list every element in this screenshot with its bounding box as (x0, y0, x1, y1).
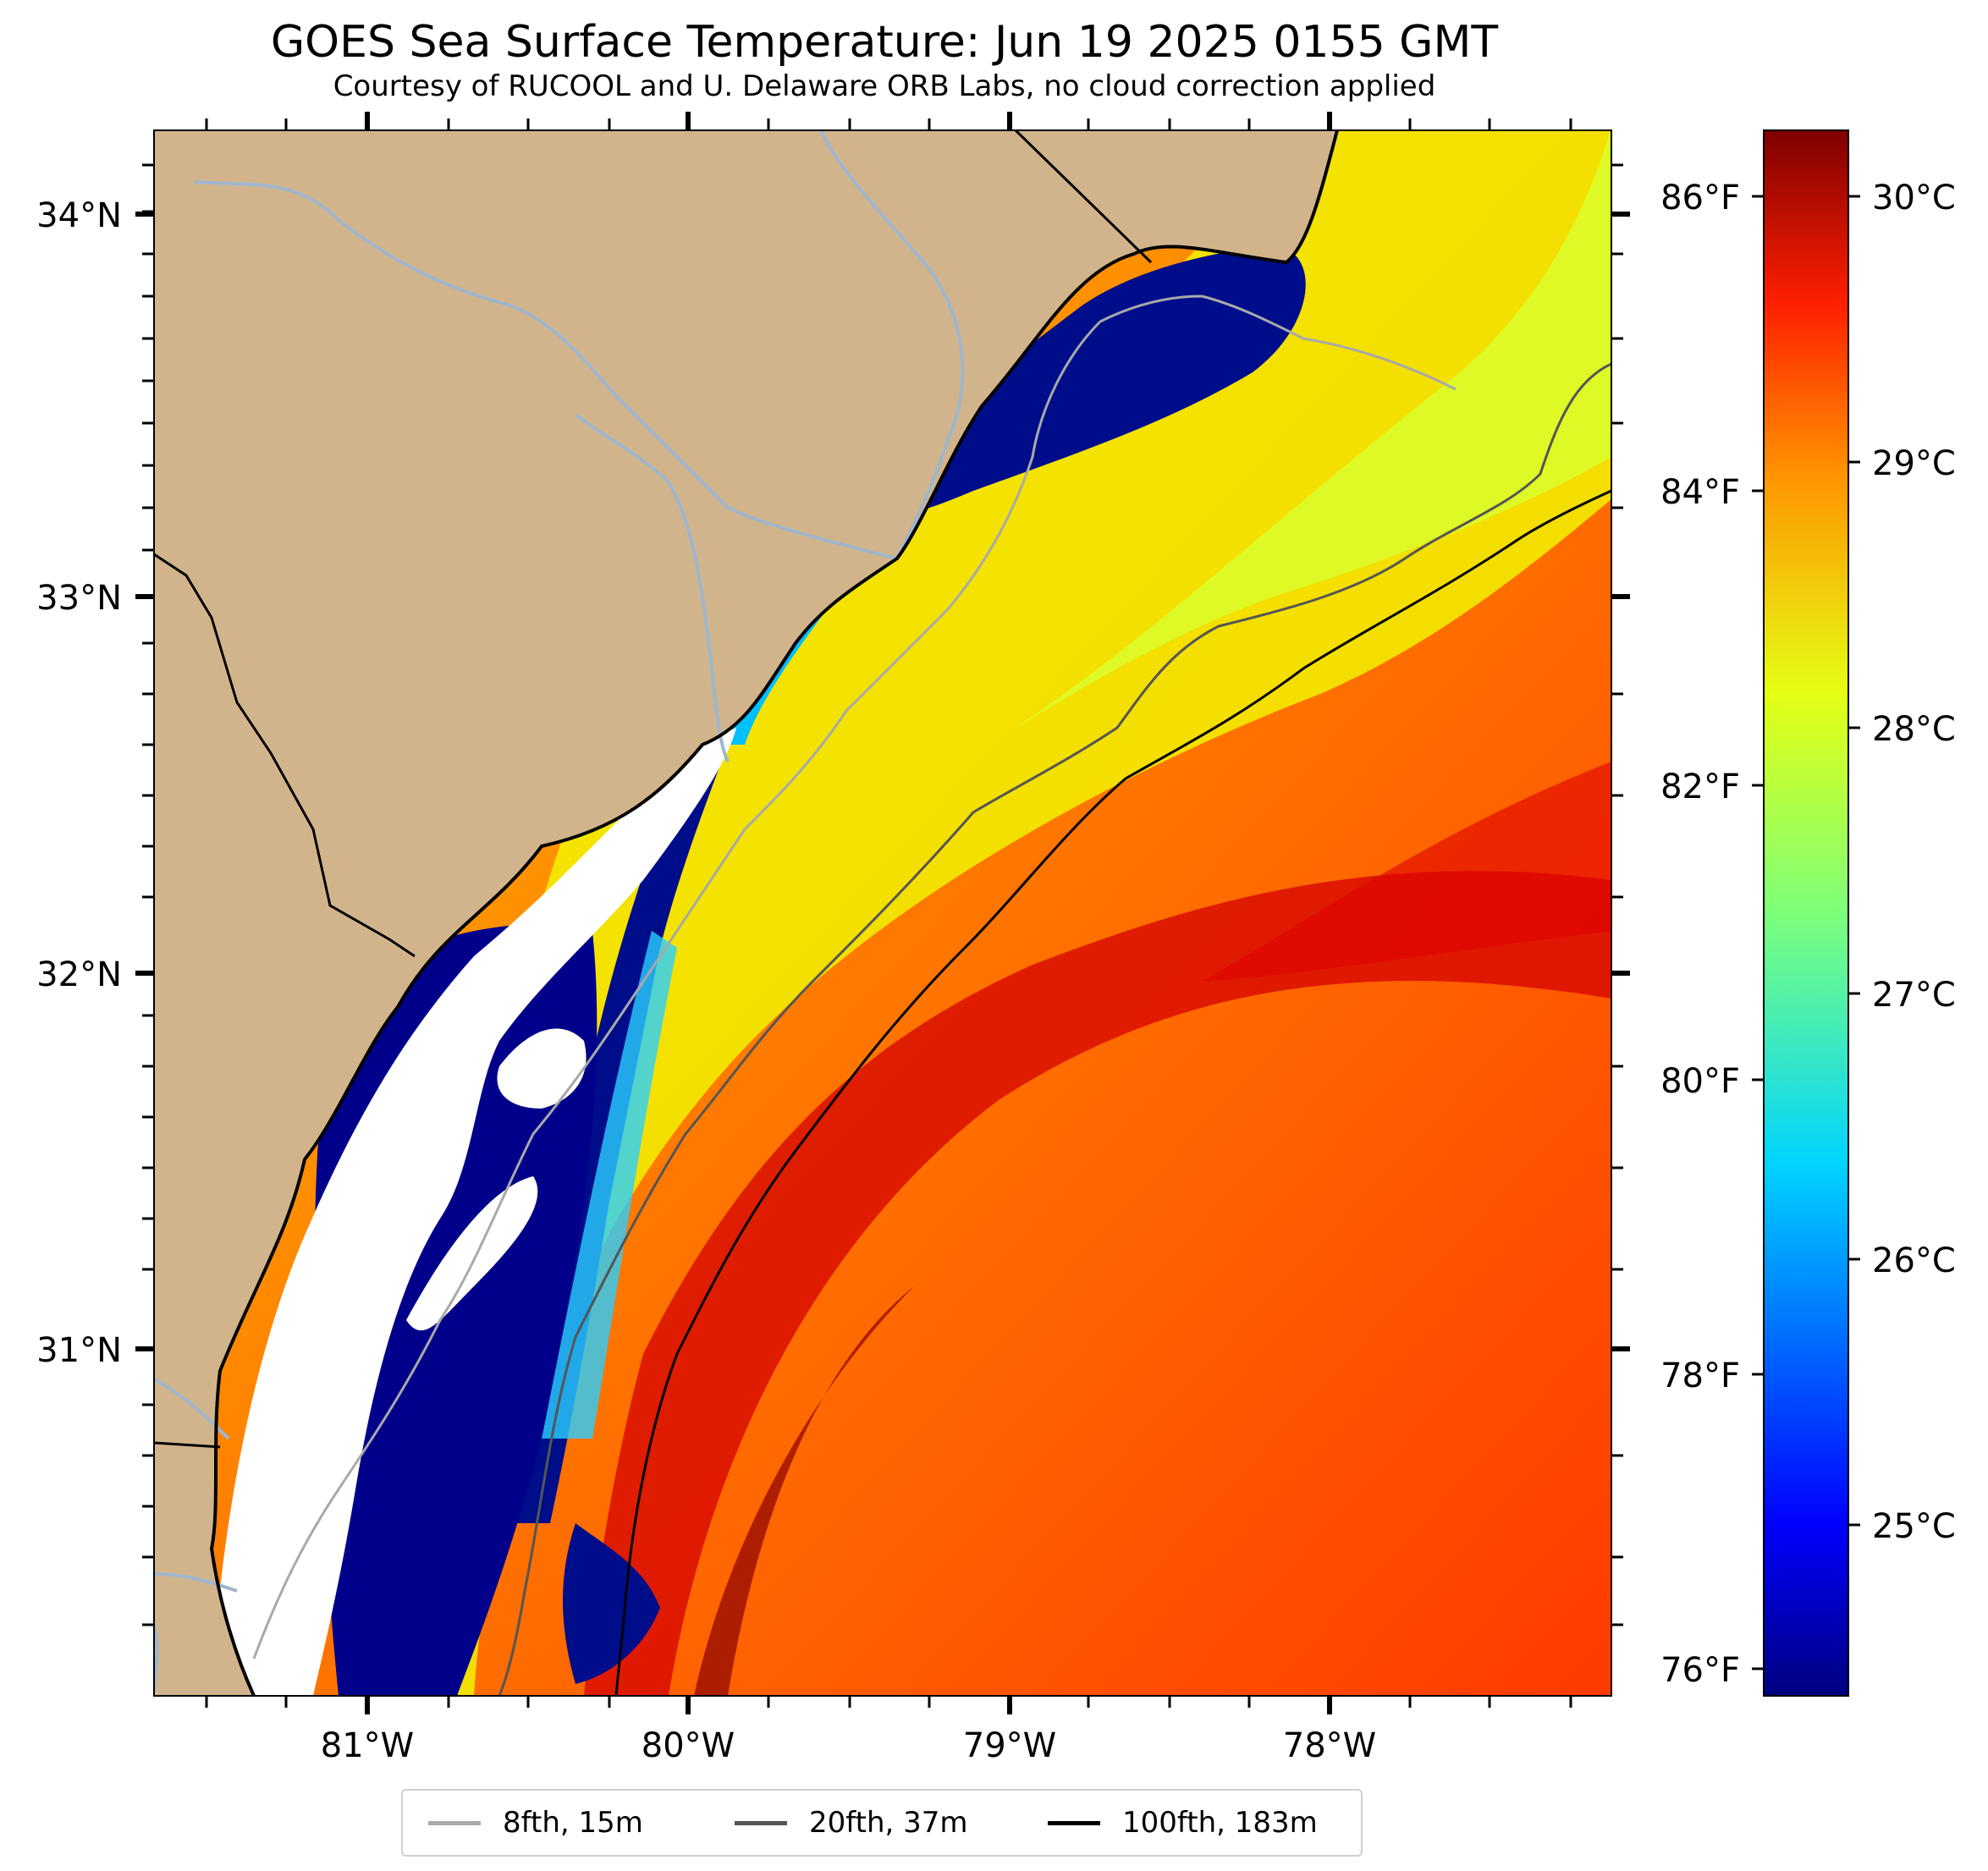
colorbar-celsius-label: 30°C (1872, 179, 1956, 217)
lon-tick-label: 80°W (642, 1726, 735, 1765)
legend-label: 100fth, 183m (1122, 1806, 1318, 1840)
river (574, 413, 730, 762)
legend-item-8fth: 8fth, 15m (428, 1791, 643, 1855)
coastline (209, 130, 1339, 1696)
colorbar (1763, 129, 1849, 1697)
lat-tick-label: 32°N (36, 955, 122, 994)
isobath-8fth (252, 294, 1457, 1659)
sst-field (154, 130, 1611, 1696)
map-title: GOES Sea Surface Temperature: Jun 19 202… (270, 17, 1499, 68)
legend-line-icon (735, 1820, 787, 1825)
major-ticks (135, 112, 1630, 1714)
legend-line-icon (1048, 1820, 1100, 1825)
lat-tick-label: 33°N (36, 579, 122, 618)
colorbar-celsius-label: 27°C (1872, 976, 1956, 1015)
lon-tick-label: 79°W (963, 1726, 1056, 1765)
isobath-100fth (614, 489, 1611, 1696)
isobath-legend: 8fth, 15m 20fth, 37m 100fth, 183m (401, 1789, 1363, 1857)
colorbar-celsius-label: 29°C (1872, 444, 1956, 483)
colorbar-fahrenheit-label: 78°F (1660, 1356, 1740, 1395)
gulf-stream-core (584, 871, 1611, 1696)
isobath-20fth (498, 362, 1611, 1696)
colorbar-fahrenheit-label: 76°F (1660, 1651, 1740, 1690)
legend-item-20fth: 20fth, 37m (735, 1791, 968, 1855)
lat-tick-label: 31°N (36, 1331, 122, 1370)
colorbar-fahrenheit-label: 86°F (1660, 179, 1740, 217)
river (819, 130, 965, 559)
legend-label: 20fth, 37m (809, 1806, 968, 1840)
legend-line-icon (428, 1820, 481, 1825)
colorbar-fahrenheit-label: 80°F (1660, 1062, 1740, 1101)
colorbar-fahrenheit-label: 84°F (1660, 473, 1740, 512)
lon-tick-label: 78°W (1283, 1726, 1376, 1765)
state-border (154, 553, 416, 958)
map-subtitle: Courtesy of RUCOOL and U. Delaware ORB L… (333, 69, 1436, 103)
land-area (154, 130, 1337, 1696)
no-data-area (212, 728, 736, 1696)
colorbar-celsius-label: 28°C (1872, 710, 1956, 749)
minor-ticks (142, 118, 1623, 1708)
colorbar-fahrenheit-label: 82°F (1660, 768, 1740, 806)
map-frame (153, 129, 1612, 1697)
state-border (1014, 130, 1153, 264)
colorbar-celsius-label: 26°C (1872, 1241, 1956, 1280)
colorbar-celsius-label: 25°C (1872, 1507, 1956, 1546)
legend-label: 8fth, 15m (503, 1806, 643, 1840)
colorbar-ticks (1752, 195, 1860, 1670)
legend-item-100fth: 100fth, 183m (1048, 1791, 1318, 1855)
lon-tick-label: 81°W (321, 1726, 414, 1765)
river (194, 180, 898, 560)
lat-tick-label: 34°N (36, 196, 122, 235)
cold-upwelling-north (846, 245, 1306, 517)
